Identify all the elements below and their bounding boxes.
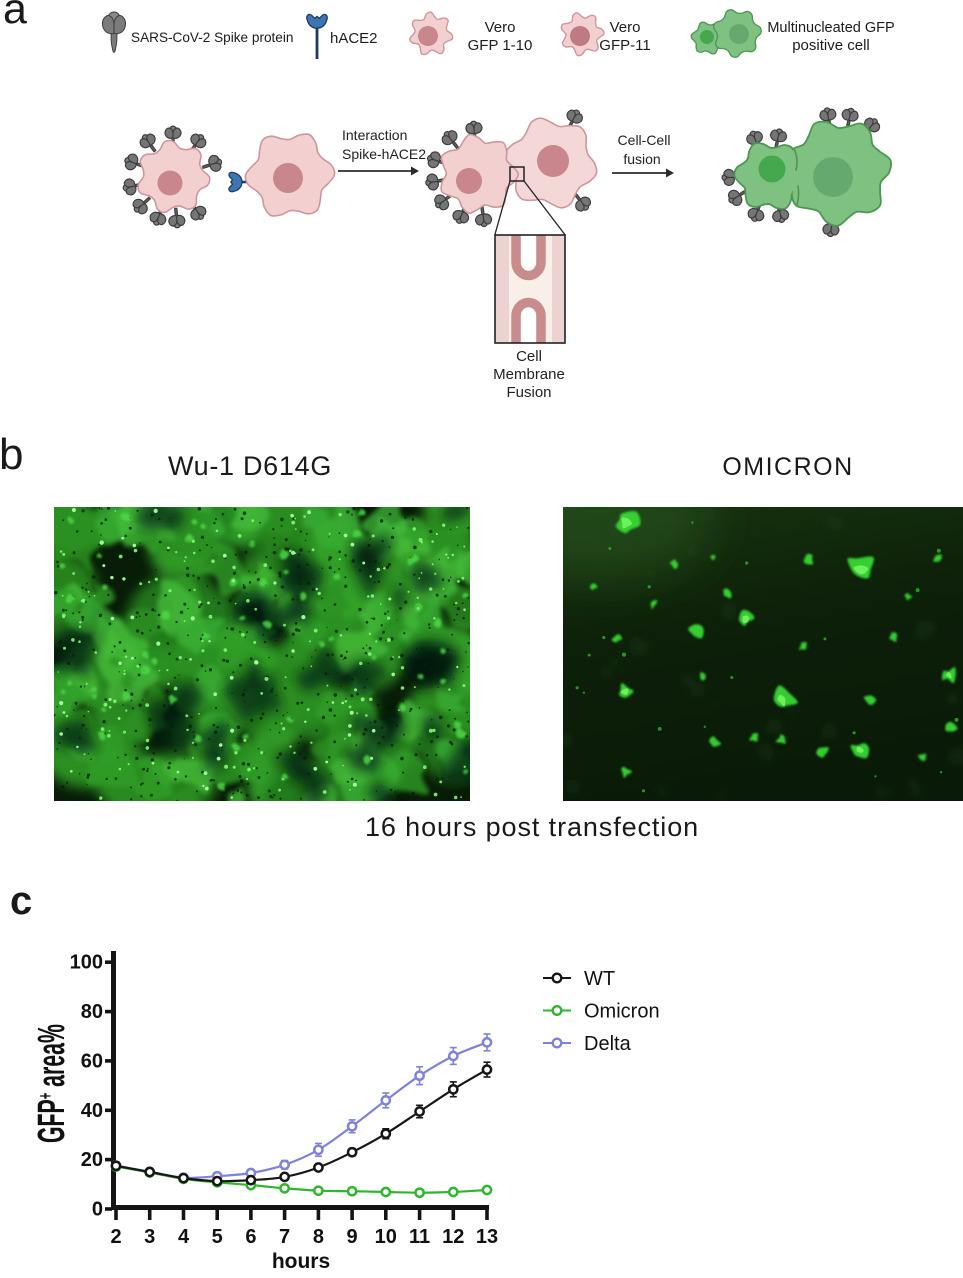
svg-text:positive cell: positive cell [792, 37, 870, 54]
svg-text:Spike-hACE2: Spike-hACE2 [342, 146, 426, 162]
svg-text:3: 3 [144, 1226, 155, 1248]
svg-text:2: 2 [110, 1226, 121, 1248]
svg-text:Cell: Cell [516, 348, 542, 365]
svg-text:hours: hours [272, 1250, 330, 1273]
svg-text:100: 100 [70, 952, 103, 974]
svg-text:7: 7 [279, 1226, 290, 1248]
svg-text:GFP 1-10: GFP 1-10 [468, 37, 533, 54]
svg-text:9: 9 [347, 1226, 358, 1248]
svg-text:Vero: Vero [610, 19, 641, 36]
svg-text:8: 8 [313, 1226, 324, 1248]
svg-text:Multinucleated GFP: Multinucleated GFP [767, 20, 894, 36]
svg-text:80: 80 [81, 1001, 103, 1023]
svg-text:0: 0 [92, 1199, 103, 1221]
svg-text:5: 5 [212, 1226, 223, 1248]
svg-text:60: 60 [81, 1050, 103, 1072]
svg-text:Membrane: Membrane [493, 366, 565, 383]
svg-text:GFP-11: GFP-11 [599, 37, 650, 54]
svg-text:Omicron: Omicron [584, 1001, 660, 1023]
svg-text:4: 4 [178, 1226, 190, 1248]
svg-text:Fusion: Fusion [506, 384, 551, 401]
svg-text:20: 20 [81, 1149, 103, 1171]
svg-text:6: 6 [245, 1226, 256, 1248]
svg-text:GFP+ area%: GFP+ area% [29, 1024, 72, 1143]
svg-text:11: 11 [409, 1226, 430, 1248]
svg-text:fusion: fusion [623, 151, 660, 167]
svg-text:Cell-Cell: Cell-Cell [618, 132, 671, 148]
svg-text:WT: WT [584, 968, 615, 990]
svg-text:40: 40 [81, 1100, 103, 1122]
svg-text:12: 12 [442, 1226, 464, 1248]
svg-text:Delta: Delta [584, 1033, 632, 1055]
svg-text:Interaction: Interaction [342, 127, 407, 143]
svg-text:13: 13 [476, 1226, 498, 1248]
svg-text:SARS-CoV-2 Spike protein: SARS-CoV-2 Spike protein [131, 30, 293, 45]
svg-text:10: 10 [375, 1226, 397, 1248]
svg-text:hACE2: hACE2 [330, 30, 378, 47]
svg-text:Vero: Vero [485, 19, 516, 36]
